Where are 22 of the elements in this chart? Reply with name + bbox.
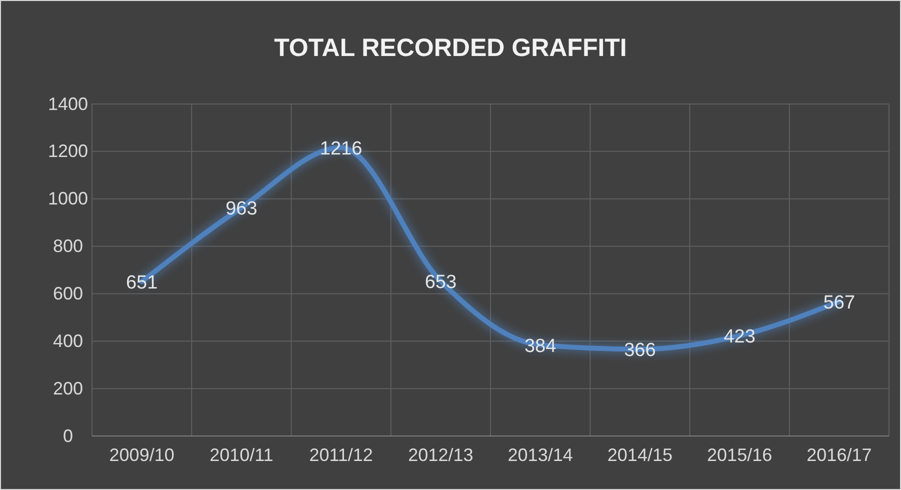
y-tick-label: 0 (62, 426, 74, 446)
x-tick-label: 2011/12 (309, 444, 373, 465)
chart-title: TOTAL RECORDED GRAFFITI (274, 34, 627, 62)
data-label: 1216 (320, 138, 362, 160)
data-label: 651 (126, 272, 158, 294)
y-tick-label: 1000 (48, 188, 88, 209)
data-label: 366 (624, 340, 656, 362)
y-tick-label: 600 (52, 283, 84, 304)
y-tick-label: 1200 (48, 141, 88, 162)
y-tick-label: 800 (52, 236, 84, 256)
x-tick-label: 2015/16 (707, 444, 772, 465)
y-tick-label: 1400 (48, 94, 88, 114)
data-label: 423 (724, 326, 756, 348)
x-tick-label: 2013/14 (508, 444, 573, 465)
data-label: 384 (524, 336, 557, 357)
y-tick-label: 400 (52, 330, 84, 351)
x-tick-label: 2009/10 (109, 444, 174, 465)
x-tick-label: 2016/17 (806, 444, 872, 465)
y-tick-label: 200 (52, 378, 84, 398)
x-tick-label: 2010/11 (210, 444, 274, 465)
x-tick-label: 2014/15 (607, 444, 672, 465)
x-tick-label: 2012/13 (408, 444, 474, 465)
